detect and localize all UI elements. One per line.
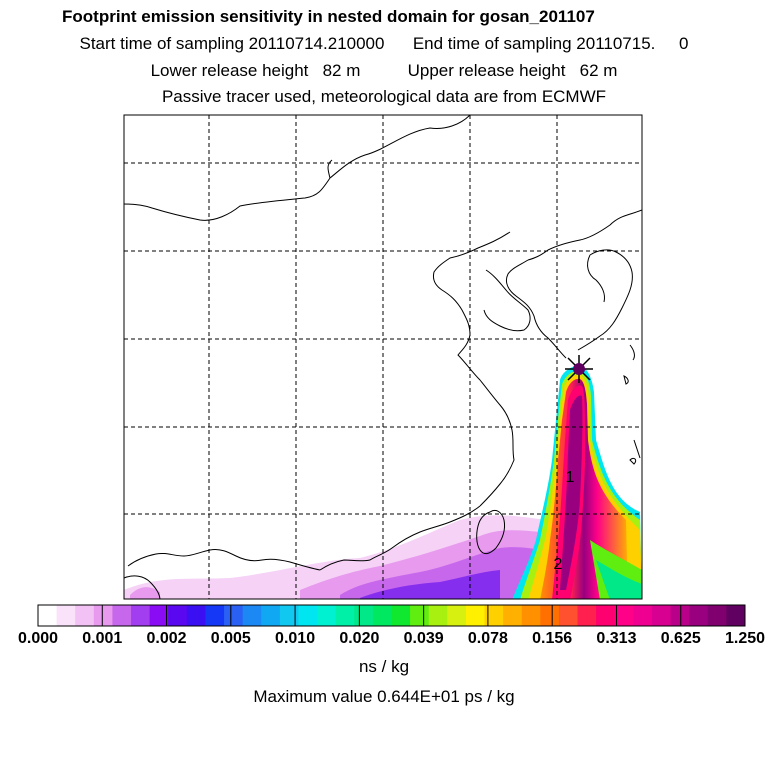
colorbar-cell <box>391 605 411 626</box>
colorbar-tick-label: 1.250 <box>724 630 766 647</box>
colorbar-tick-label: 0.156 <box>532 630 573 647</box>
lat-lon-grid <box>124 115 642 599</box>
colorbar-tick-label: 0.625 <box>660 630 701 647</box>
colorbar <box>37 604 746 627</box>
colorbar-cell <box>614 605 634 626</box>
colorbar-cell <box>428 605 448 626</box>
max-value-label: Maximum value 0.644E+01 ps / kg <box>253 687 515 706</box>
colorbar-cell <box>56 605 76 626</box>
plume-label-2: 2 <box>554 556 563 573</box>
footprint-map: 1 2 <box>123 114 643 600</box>
colorbar-cell <box>112 605 132 626</box>
colorbar-cell <box>186 605 206 626</box>
lower-label: Lower release height <box>150 61 309 80</box>
colorbar-tick-label: 0.005 <box>210 630 251 647</box>
colorbar-cell <box>372 605 392 626</box>
colorbar-cell <box>410 605 430 626</box>
colorbar-cells <box>38 605 746 626</box>
end-value: 20110715. <box>576 34 656 53</box>
colorbar-cell <box>168 605 188 626</box>
colorbar-tick-label: 0.001 <box>82 630 123 647</box>
colorbar-cell <box>577 605 597 626</box>
colorbar-cell <box>558 605 579 626</box>
colorbar-cell <box>596 605 616 626</box>
colorbar-cell <box>93 605 113 626</box>
release-site-marker <box>565 355 593 383</box>
colorbar-cell <box>75 605 95 626</box>
plot-title: Footprint emission sensitivity in nested… <box>62 7 595 26</box>
colorbar-cell <box>651 605 672 626</box>
map-content: 1 2 <box>124 115 642 599</box>
colorbar-tick-label: 0.000 <box>17 630 59 647</box>
colorbar-cell <box>205 605 225 626</box>
colorbar-cell <box>149 605 169 626</box>
colorbar-cell <box>335 605 355 626</box>
end-value-2: 0 <box>679 34 689 53</box>
colorbar-tick-label: 0.020 <box>339 630 380 647</box>
tracer-note: Passive tracer used, meteorological data… <box>161 87 607 106</box>
colorbar-tick-label: 0.078 <box>467 630 508 647</box>
colorbar-cell <box>224 605 244 626</box>
colorbar-cell <box>726 605 746 626</box>
colorbar-cell <box>131 605 151 626</box>
colorbar-cell <box>540 605 560 626</box>
colorbar-cell <box>670 605 690 626</box>
lower-value: 82 m <box>322 61 361 80</box>
low-sensitivity-band <box>124 515 548 599</box>
colorbar-cell <box>298 605 318 626</box>
colorbar-cell <box>242 605 262 626</box>
upper-label: Upper release height <box>407 61 566 80</box>
colorbar-cell <box>521 605 541 626</box>
colorbar-cell <box>38 605 58 626</box>
colorbar-cell <box>689 605 709 626</box>
colorbar-tick-label: 0.039 <box>403 630 444 647</box>
coastlines <box>124 115 642 599</box>
end-label: End time of sampling <box>412 34 572 53</box>
colorbar-cell <box>447 605 467 626</box>
start-label: Start time of sampling <box>79 34 244 53</box>
colorbar-tick-label: 0.313 <box>596 630 637 647</box>
colorbar-cell <box>261 605 281 626</box>
colorbar-cell <box>465 605 486 626</box>
start-value: 20110714.210000 <box>248 34 385 53</box>
colorbar-tick-label: 0.010 <box>275 630 316 647</box>
release-heights: Lower release height 82 m Upper release … <box>0 61 768 81</box>
map-frame <box>123 114 643 600</box>
colorbar-tick-label: 0.002 <box>146 630 187 647</box>
colorbar-cell <box>707 605 727 626</box>
colorbar-cell <box>317 605 337 626</box>
colorbar-dividers <box>101 605 682 626</box>
colorbar-cell <box>503 605 523 626</box>
colorbar-cell <box>484 605 504 626</box>
sampling-times: Start time of sampling 20110714.210000 E… <box>0 34 768 54</box>
plume-label-1: 1 <box>566 469 575 486</box>
upper-value: 62 m <box>579 61 618 80</box>
colorbar-cell <box>633 605 653 626</box>
units-label: ns / kg <box>358 657 410 676</box>
colorbar-frame <box>37 604 746 627</box>
colorbar-cell <box>354 605 374 626</box>
colorbar-cell <box>279 605 299 626</box>
